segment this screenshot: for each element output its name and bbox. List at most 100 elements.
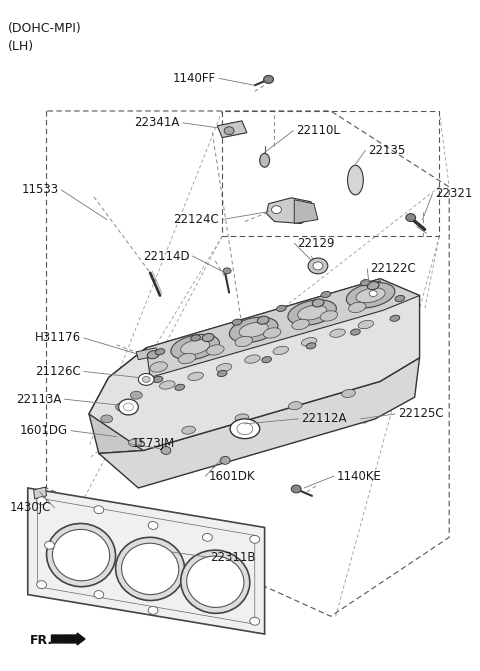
Ellipse shape bbox=[239, 322, 268, 338]
Ellipse shape bbox=[216, 364, 232, 372]
Polygon shape bbox=[266, 198, 316, 223]
Polygon shape bbox=[99, 358, 420, 488]
Ellipse shape bbox=[220, 456, 230, 464]
Text: 22124C: 22124C bbox=[173, 213, 219, 226]
Ellipse shape bbox=[232, 319, 242, 325]
Text: 11533: 11533 bbox=[21, 183, 59, 197]
Ellipse shape bbox=[161, 446, 171, 454]
Ellipse shape bbox=[94, 590, 104, 599]
Ellipse shape bbox=[321, 291, 331, 298]
Ellipse shape bbox=[308, 258, 328, 274]
Ellipse shape bbox=[250, 535, 260, 544]
Text: (DOHC-MPI)
(LH): (DOHC-MPI) (LH) bbox=[8, 22, 82, 53]
Ellipse shape bbox=[119, 399, 138, 415]
Text: 22112A: 22112A bbox=[301, 413, 347, 425]
Ellipse shape bbox=[178, 354, 196, 364]
Ellipse shape bbox=[330, 329, 345, 338]
Ellipse shape bbox=[301, 338, 317, 346]
Text: H31176: H31176 bbox=[35, 331, 81, 344]
Text: 1430JC: 1430JC bbox=[10, 501, 51, 514]
Ellipse shape bbox=[260, 154, 270, 167]
Ellipse shape bbox=[306, 343, 316, 349]
Ellipse shape bbox=[148, 521, 158, 529]
Ellipse shape bbox=[237, 423, 253, 435]
Ellipse shape bbox=[224, 127, 234, 135]
Ellipse shape bbox=[395, 295, 405, 301]
Text: 22341A: 22341A bbox=[134, 116, 180, 130]
Ellipse shape bbox=[356, 288, 385, 303]
Ellipse shape bbox=[159, 380, 175, 389]
Ellipse shape bbox=[182, 426, 195, 434]
Text: FR.: FR. bbox=[30, 635, 53, 648]
Ellipse shape bbox=[350, 329, 360, 335]
Ellipse shape bbox=[257, 316, 269, 324]
Ellipse shape bbox=[123, 403, 133, 411]
Polygon shape bbox=[217, 121, 247, 138]
Ellipse shape bbox=[207, 345, 224, 355]
Ellipse shape bbox=[367, 282, 379, 290]
Ellipse shape bbox=[390, 315, 400, 321]
Ellipse shape bbox=[347, 282, 395, 308]
Text: 1601DK: 1601DK bbox=[208, 470, 255, 482]
Text: 21126C: 21126C bbox=[36, 365, 81, 378]
Ellipse shape bbox=[188, 372, 204, 380]
Text: 1140FF: 1140FF bbox=[173, 72, 216, 85]
Ellipse shape bbox=[171, 334, 219, 360]
Polygon shape bbox=[89, 278, 420, 450]
Ellipse shape bbox=[121, 544, 179, 595]
Ellipse shape bbox=[153, 376, 163, 382]
Ellipse shape bbox=[223, 268, 231, 274]
Ellipse shape bbox=[288, 300, 336, 325]
Ellipse shape bbox=[175, 384, 185, 391]
Ellipse shape bbox=[180, 340, 210, 354]
Ellipse shape bbox=[262, 356, 272, 363]
Ellipse shape bbox=[235, 414, 249, 422]
Text: 1573JM: 1573JM bbox=[132, 437, 175, 450]
Ellipse shape bbox=[358, 320, 373, 329]
Ellipse shape bbox=[52, 529, 109, 581]
Ellipse shape bbox=[288, 402, 302, 410]
Polygon shape bbox=[34, 487, 47, 499]
Text: 22114D: 22114D bbox=[143, 250, 190, 262]
Ellipse shape bbox=[45, 541, 54, 549]
Ellipse shape bbox=[131, 391, 142, 399]
Text: 1140KE: 1140KE bbox=[336, 470, 382, 482]
Ellipse shape bbox=[245, 355, 260, 363]
Ellipse shape bbox=[313, 262, 323, 270]
Ellipse shape bbox=[312, 299, 324, 307]
Polygon shape bbox=[367, 280, 385, 303]
Ellipse shape bbox=[276, 305, 286, 311]
Ellipse shape bbox=[320, 311, 337, 321]
Text: 22129: 22129 bbox=[297, 237, 335, 250]
Ellipse shape bbox=[150, 362, 168, 372]
Ellipse shape bbox=[342, 389, 355, 397]
Ellipse shape bbox=[230, 419, 260, 439]
Ellipse shape bbox=[142, 376, 150, 382]
Polygon shape bbox=[294, 200, 318, 223]
Ellipse shape bbox=[47, 523, 116, 586]
Text: 22122C: 22122C bbox=[370, 262, 416, 275]
Ellipse shape bbox=[292, 319, 309, 329]
FancyArrow shape bbox=[51, 633, 85, 645]
Ellipse shape bbox=[272, 206, 281, 213]
Ellipse shape bbox=[298, 305, 327, 320]
Ellipse shape bbox=[264, 75, 274, 83]
Ellipse shape bbox=[116, 403, 128, 411]
Ellipse shape bbox=[202, 333, 214, 342]
Ellipse shape bbox=[147, 351, 159, 359]
Ellipse shape bbox=[148, 607, 158, 615]
Ellipse shape bbox=[101, 415, 113, 423]
Polygon shape bbox=[146, 278, 420, 378]
Ellipse shape bbox=[217, 370, 227, 376]
Text: 22311B: 22311B bbox=[210, 551, 256, 564]
Ellipse shape bbox=[191, 335, 201, 341]
Ellipse shape bbox=[360, 280, 370, 286]
Text: 22110L: 22110L bbox=[296, 124, 340, 137]
Text: 22113A: 22113A bbox=[16, 393, 61, 406]
Ellipse shape bbox=[369, 291, 377, 297]
Ellipse shape bbox=[203, 533, 212, 541]
Ellipse shape bbox=[36, 580, 47, 588]
Ellipse shape bbox=[155, 349, 165, 355]
Ellipse shape bbox=[291, 485, 301, 493]
Ellipse shape bbox=[264, 327, 281, 338]
